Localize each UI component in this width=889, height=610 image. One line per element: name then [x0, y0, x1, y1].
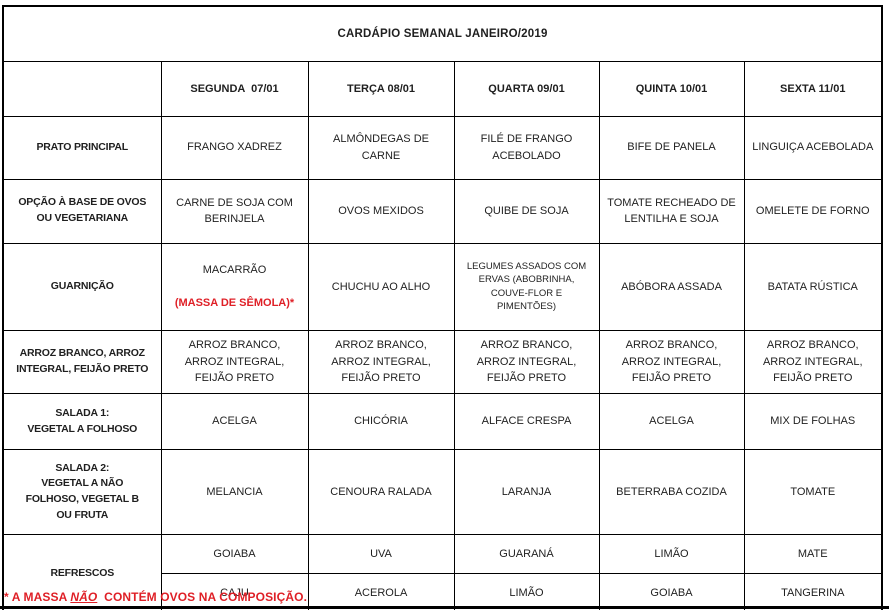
- page-title: CARDÁPIO SEMANAL JANEIRO/2019: [2, 5, 883, 62]
- menu-cell: ARROZ BRANCO, ARROZ INTEGRAL, FEIJÃO PRE…: [598, 330, 745, 394]
- row-label-guarnicao: GUARNIÇÃO: [2, 242, 162, 331]
- corner-empty-cell: [2, 60, 162, 117]
- menu-cell: GUARANÁ: [453, 534, 600, 574]
- menu-cell-note-red: (MASSA DE SÊMOLA)*: [174, 297, 295, 309]
- day-header-sexta: SEXTA 11/01: [743, 60, 883, 117]
- row-prato-principal: PRATO PRINCIPAL FRANGO XADREZ ALMÔNDEGAS…: [2, 115, 883, 180]
- menu-cell: ALFACE CRESPA: [453, 393, 600, 450]
- menu-cell: ACEROLA: [307, 573, 455, 610]
- menu-cell: MIX DE FOLHAS: [743, 393, 883, 450]
- menu-cell: MATE: [743, 534, 883, 574]
- row-guarnicao: GUARNIÇÃO MACARRÃO (MASSA DE SÊMOLA)* CH…: [2, 242, 883, 331]
- day-header-terca: TERÇA 08/01: [307, 60, 455, 117]
- row-salada-2: SALADA 2: VEGETAL A NÃO FOLHOSO, VEGETAL…: [2, 449, 883, 535]
- menu-cell: BATATA RÚSTICA: [743, 242, 883, 331]
- row-arroz-feijao: ARROZ BRANCO, ARROZ INTEGRAL, FEIJÃO PRE…: [2, 330, 883, 394]
- menu-cell: ARROZ BRANCO, ARROZ INTEGRAL, FEIJÃO PRE…: [743, 330, 883, 394]
- footnote-suffix: CONTÉM OVOS NA COMPOSIÇÃO.: [97, 590, 308, 604]
- row-label-refrescos: REFRESCOS: [2, 534, 162, 610]
- menu-cell: TANGERINA: [743, 573, 883, 610]
- menu-cell-main: MACARRÃO: [202, 264, 267, 276]
- menu-cell: TOMATE RECHEADO DE LENTILHA E SOJA: [598, 178, 745, 244]
- menu-cell: ARROZ BRANCO, ARROZ INTEGRAL, FEIJÃO PRE…: [307, 330, 455, 394]
- menu-cell: FRANGO XADREZ: [160, 115, 309, 180]
- day-header-quarta: QUARTA 09/01: [453, 60, 600, 117]
- title-row: CARDÁPIO SEMANAL JANEIRO/2019: [2, 5, 883, 62]
- row-salada-1: SALADA 1: VEGETAL A FOLHOSO ACELGA CHICÓ…: [2, 393, 883, 450]
- menu-cell: QUIBE DE SOJA: [453, 178, 600, 244]
- menu-cell: ACELGA: [598, 393, 745, 450]
- footnote-emphasis: NÃO: [70, 590, 98, 604]
- menu-cell: CENOURA RALADA: [307, 449, 455, 535]
- menu-cell: LINGUIÇA ACEBOLADA: [743, 115, 883, 180]
- menu-cell: CHICÓRIA: [307, 393, 455, 450]
- menu-cell: ALMÔNDEGAS DE CARNE: [307, 115, 455, 180]
- day-header-segunda: SEGUNDA 07/01: [160, 60, 309, 117]
- menu-cell: BETERRABA COZIDA: [598, 449, 745, 535]
- row-refrescos-2: CAJU ACEROLA LIMÃO GOIABA TANGERINA: [3, 573, 883, 610]
- menu-cell: LARANJA: [453, 449, 600, 535]
- menu-cell: OMELETE DE FORNO: [743, 178, 883, 244]
- day-header-quinta: QUINTA 10/01: [598, 60, 745, 117]
- menu-cell: LIMÃO: [453, 573, 600, 610]
- bottom-rule: [0, 606, 889, 609]
- menu-cell: ARROZ BRANCO, ARROZ INTEGRAL, FEIJÃO PRE…: [453, 330, 600, 394]
- menu-cell: TOMATE: [743, 449, 883, 535]
- row-label-arroz-feijao: ARROZ BRANCO, ARROZ INTEGRAL, FEIJÃO PRE…: [2, 330, 162, 394]
- row-refrescos-1: REFRESCOS GOIABA UVA GUARANÁ LIMÃO MATE: [2, 534, 883, 610]
- weekly-menu-table: CARDÁPIO SEMANAL JANEIRO/2019 SEGUNDA 07…: [2, 5, 884, 610]
- menu-cell: BIFE DE PANELA: [598, 115, 745, 180]
- menu-cell: LEGUMES ASSADOS COM ERVAS (ABOBRINHA, CO…: [453, 242, 600, 331]
- menu-cell: UVA: [307, 534, 455, 574]
- menu-cell: OVOS MEXIDOS: [307, 178, 455, 244]
- menu-cell: CARNE DE SOJA COM BERINJELA: [160, 178, 309, 244]
- footnote: * A MASSA NÃO CONTÉM OVOS NA COMPOSIÇÃO.: [4, 590, 307, 604]
- row-label-salada-1: SALADA 1: VEGETAL A FOLHOSO: [2, 393, 162, 450]
- menu-cell: GOIABA: [160, 534, 309, 574]
- day-header-row: SEGUNDA 07/01 TERÇA 08/01 QUARTA 09/01 Q…: [2, 60, 883, 117]
- menu-cell: MELANCIA: [160, 449, 309, 535]
- menu-cell-macarrao: MACARRÃO (MASSA DE SÊMOLA)*: [160, 242, 309, 331]
- row-label-salada-2: SALADA 2: VEGETAL A NÃO FOLHOSO, VEGETAL…: [2, 449, 162, 535]
- menu-cell: GOIABA: [598, 573, 745, 610]
- footnote-prefix: * A MASSA: [4, 590, 71, 604]
- menu-cell: LIMÃO: [598, 534, 745, 574]
- menu-cell: ABÓBORA ASSADA: [598, 242, 745, 331]
- row-label-opcao-ovos-vegetariana: OPÇÃO À BASE DE OVOS OU VEGETARIANA: [2, 178, 162, 244]
- row-label-prato-principal: PRATO PRINCIPAL: [2, 115, 162, 180]
- menu-cell: CHUCHU AO ALHO: [307, 242, 455, 331]
- row-opcao-ovos-vegetariana: OPÇÃO À BASE DE OVOS OU VEGETARIANA CARN…: [2, 178, 883, 244]
- menu-cell: ACELGA: [160, 393, 309, 450]
- menu-cell: FILÉ DE FRANGO ACEBOLADO: [453, 115, 600, 180]
- menu-cell: ARROZ BRANCO, ARROZ INTEGRAL, FEIJÃO PRE…: [160, 330, 309, 394]
- menu-cell: CAJU: [160, 573, 309, 610]
